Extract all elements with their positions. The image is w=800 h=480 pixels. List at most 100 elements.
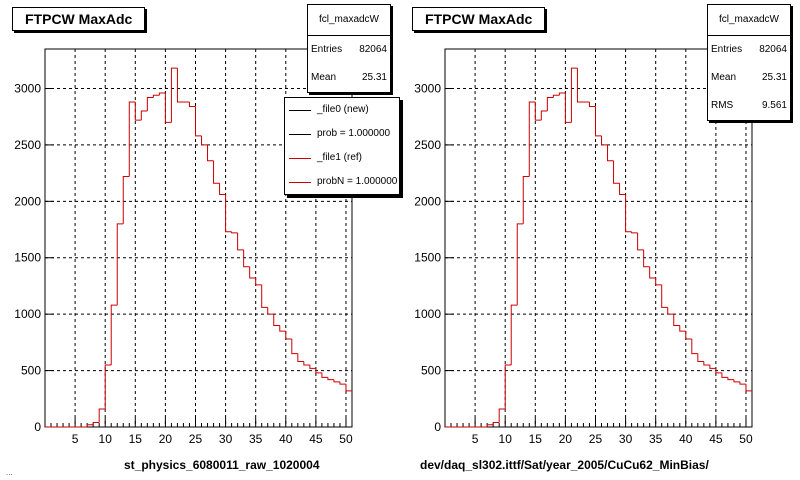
histogram-bin [667,307,674,315]
footer-timestamp: ... [6,468,13,477]
histogram-bin [570,67,578,123]
legend-line-swatch [289,110,311,111]
x-tick-label: 15 [129,432,143,446]
histogram-bin [486,424,494,427]
histogram-bin [92,421,100,425]
histogram-bin [231,231,238,234]
histogram-bin [643,249,650,268]
histogram-bin [619,183,626,196]
histogram-bin [504,364,512,409]
y-tick-label: 3000 [414,81,441,95]
histogram-bin [291,338,298,355]
histogram-bin [601,135,608,146]
histogram-bin [164,93,172,123]
legend[interactable]: _file0 (new) prob = 1.000000 _file1 (ref… [284,97,400,195]
histogram-bin [607,144,614,162]
x-tick-label: 20 [559,432,573,446]
histogram-bin [721,372,728,378]
histogram-bin [170,67,178,123]
histogram-title: FTPCW MaxAdc [12,7,146,31]
histogram-bin [140,110,148,121]
stats-mean-label: Mean [311,72,337,83]
histogram-bin [691,338,698,355]
legend-label: _file0 (new) [317,104,369,115]
stats-row-mean: Mean 25.31 [308,64,390,92]
histogram-bin [273,314,280,326]
x-tick-label: 20 [159,432,173,446]
histogram-bin [528,101,536,177]
histogram-bin [492,421,500,425]
y-tick-label: 500 [421,364,441,378]
histogram-bin [333,379,340,383]
histogram-bin [679,325,686,332]
histogram-bin [134,102,142,121]
histogram-bin [613,160,620,184]
histogram-bin [534,102,542,121]
histogram-bin [261,284,268,308]
histogram-bin [243,249,250,268]
legend-line-swatch [289,158,311,159]
x-axis-label: st_physics_6080011_raw_1020004 [124,458,320,472]
histogram-bin [739,381,746,385]
histogram-bin [98,408,106,423]
legend-label: _file1 (ref) [317,152,363,163]
histogram-bin [546,97,554,112]
histogram-bin [649,266,656,279]
stats-mean-label: Mean [711,72,737,83]
stats-mean-value: 25.31 [361,72,387,83]
plot-frame [444,48,753,428]
x-axis-label: dev/daq_sl302.ittf/Sat/year_2005/CuCu62_… [420,458,709,472]
histogram-bin [588,102,596,108]
histogram-bin [733,379,740,383]
histogram-bin [128,101,136,177]
histogram-bin [327,377,334,381]
histogram-bin [152,94,160,98]
histogram-bin [673,314,680,326]
histogram-bin [188,102,196,108]
stats-rms-label: RMS [711,100,734,111]
histogram-bin [558,92,566,96]
histogram-bin [564,93,572,123]
histogram-bin [315,368,322,374]
histogram-bin [540,110,548,121]
histogram-title: FTPCW MaxAdc [412,7,546,31]
histogram-bin [255,278,262,286]
stats-row-entries: Entries 82064 [308,36,390,64]
histogram-bin [213,160,220,184]
histogram-bin [522,176,530,224]
stats-box[interactable]: fcl_maxadcW Entries 82064 Mean 25.31 RMS… [707,4,791,121]
y-tick-label: 2000 [414,194,441,208]
histogram-bin [637,232,644,251]
stats-entries-label: Entries [311,44,343,55]
histogram-bin [249,266,256,279]
y-tick-label: 0 [434,420,441,434]
x-tick-label: 40 [679,432,693,446]
y-tick-label: 1000 [14,307,41,321]
y-tick-label: 2500 [14,138,41,152]
legend-item: probN = 1.000000 [285,170,399,194]
x-tick-label: 40 [279,432,293,446]
x-tick-label: 35 [649,432,663,446]
histogram-bin [122,176,130,224]
legend-item: _file1 (ref) [285,146,399,170]
histogram-bin [715,368,722,374]
histogram-bin [303,361,310,366]
x-tick-label: 30 [619,432,633,446]
stats-box[interactable]: fcl_maxadcW Entries 82064 Mean 25.31 [307,4,391,93]
y-tick-label: 2500 [414,138,441,152]
x-tick-label: 15 [529,432,543,446]
histogram-bin [321,372,328,378]
stats-row-entries: Entries 82064 [708,36,790,64]
histogram-bin [576,68,584,103]
x-tick-label: 35 [249,432,263,446]
histogram-bin [176,68,184,103]
x-tick-label: 45 [709,432,723,446]
histogram-bin [745,384,752,392]
histogram-bin [267,307,274,315]
x-tick-label: 5 [472,432,479,446]
histogram-plot-right: 5 10 15 20 25 30 35 40 45 50050010001500200025003… [414,48,753,446]
histogram-bin [697,353,704,363]
y-tick-label: 0 [34,420,41,434]
legend-label: probN = 1.000000 [317,176,398,187]
legend-line-swatch [289,134,311,135]
